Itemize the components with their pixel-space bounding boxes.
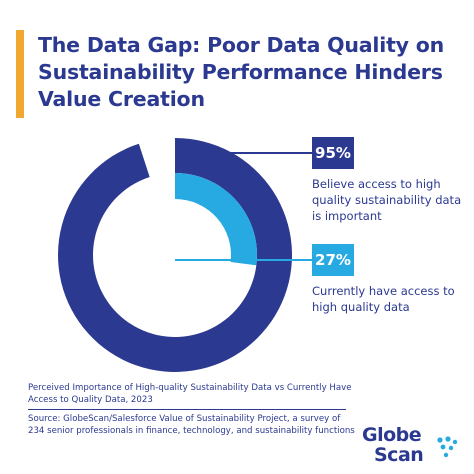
donut-arc-have-access xyxy=(175,173,257,266)
logo-text-line1: Globe xyxy=(362,424,422,446)
logo-text-line2: Scan xyxy=(374,444,424,466)
source-note: Source: GlobeScan/Salesforce Value of Su… xyxy=(28,414,355,436)
donut-arc-important xyxy=(58,138,293,372)
title-accent-bar xyxy=(16,30,24,118)
chart-caption: Perceived Importance of High-quality Sus… xyxy=(28,383,352,405)
caption-divider xyxy=(28,409,346,410)
globescan-logo: Globe Scan xyxy=(362,424,462,470)
stat-value-have-access: 27% xyxy=(312,244,354,276)
stat-label-important: Believe access to high quality sustainab… xyxy=(312,177,462,223)
stat-label-have-access: Currently have access to high quality da… xyxy=(312,284,455,314)
logo-dots-icon xyxy=(437,436,458,458)
chart-title: The Data Gap: Poor Data Quality on Susta… xyxy=(38,33,445,111)
stat-value-important: 95% xyxy=(312,137,354,169)
